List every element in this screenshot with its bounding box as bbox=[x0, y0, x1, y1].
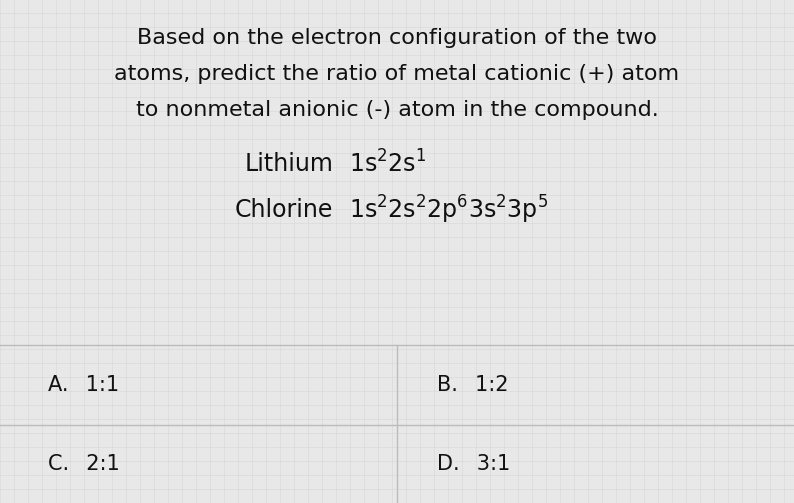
Text: to nonmetal anionic (-) atom in the compound.: to nonmetal anionic (-) atom in the comp… bbox=[136, 100, 658, 120]
Text: Chlorine: Chlorine bbox=[235, 198, 333, 222]
Text: C.  2:1: C. 2:1 bbox=[48, 454, 119, 474]
Text: D.  3:1: D. 3:1 bbox=[437, 454, 510, 474]
Text: 1s$^{2}$2s$^{2}$2p$^{6}$3s$^{2}$3p$^{5}$: 1s$^{2}$2s$^{2}$2p$^{6}$3s$^{2}$3p$^{5}$ bbox=[349, 194, 549, 226]
Text: Based on the electron configuration of the two: Based on the electron configuration of t… bbox=[137, 28, 657, 48]
Text: B.  1:2: B. 1:2 bbox=[437, 375, 508, 395]
Text: 1s$^{2}$2s$^{1}$: 1s$^{2}$2s$^{1}$ bbox=[349, 150, 426, 178]
Text: A.  1:1: A. 1:1 bbox=[48, 375, 119, 395]
Text: atoms, predict the ratio of metal cationic (+) atom: atoms, predict the ratio of metal cation… bbox=[114, 64, 680, 84]
Text: Lithium: Lithium bbox=[245, 152, 333, 176]
